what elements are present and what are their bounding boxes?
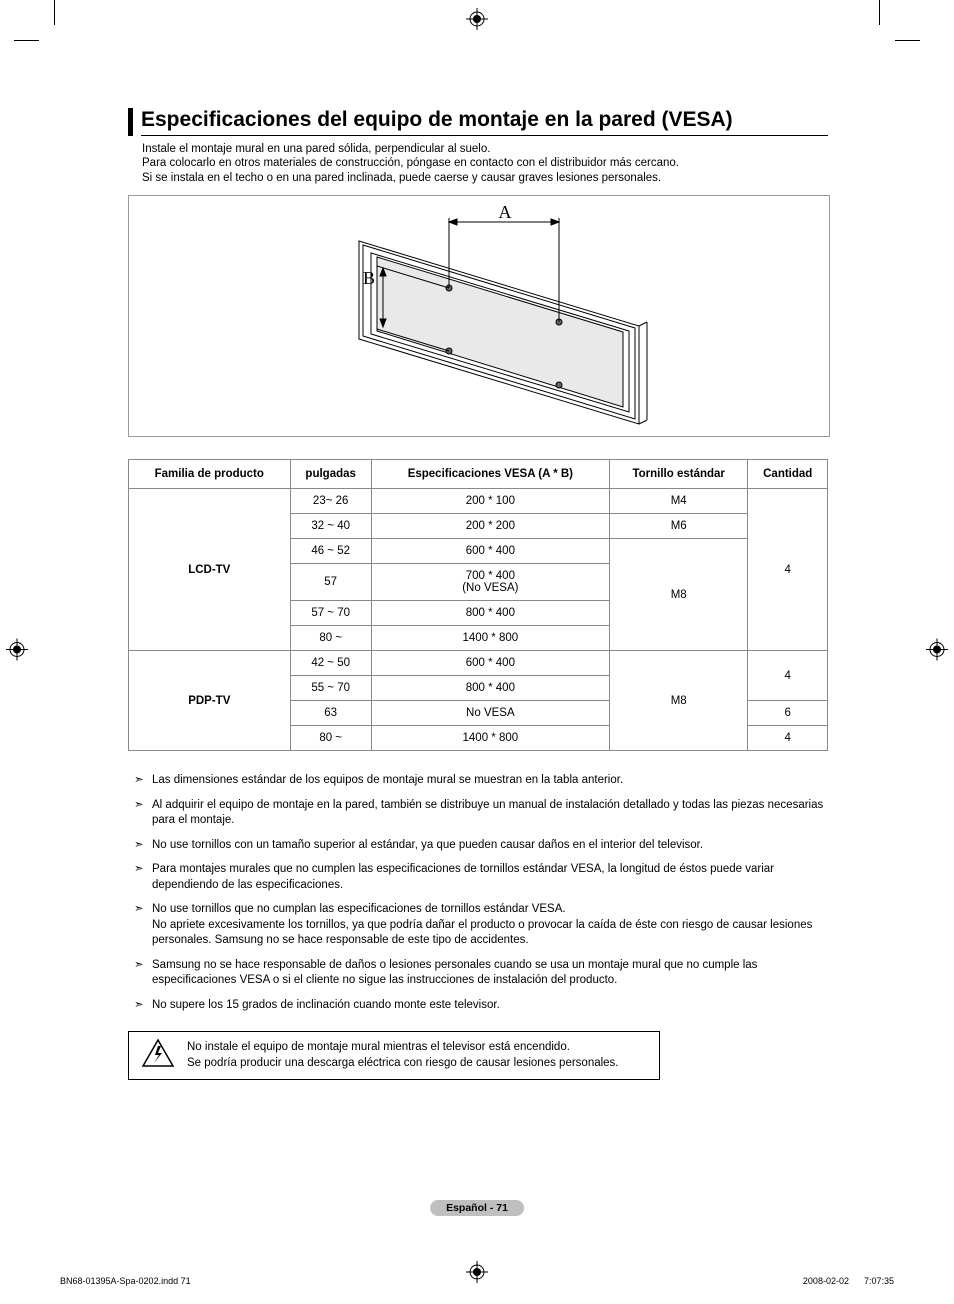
warning-box: No instale el equipo de montaje mural mi… (128, 1031, 660, 1080)
content-area: Especificaciones del equipo de montaje e… (128, 108, 828, 1080)
cell-vesa: 600 * 400 (371, 651, 609, 676)
col-qty: Cantidad (748, 460, 828, 489)
note-item: ➣ No supere los 15 grados de inclinación… (128, 998, 828, 1014)
footer-timestamp: 2008-02-02 7:07:35 (803, 1276, 894, 1286)
cell-vesa: 700 * 400 (No VESA) (371, 564, 609, 601)
cell-inches: 80 ~ (290, 626, 371, 651)
warning-shock-icon (129, 1032, 187, 1079)
warning-line: No instale el equipo de montaje mural mi… (187, 1040, 619, 1056)
cell-inches: 32 ~ 40 (290, 514, 371, 539)
warning-text: No instale el equipo de montaje mural mi… (187, 1032, 629, 1079)
note-item: ➣ Las dimensiones estándar de los equipo… (128, 773, 828, 789)
cell-inches: 46 ~ 52 (290, 539, 371, 564)
diagram-label-a: A (499, 202, 512, 222)
cell-family: LCD-TV (129, 489, 291, 651)
registration-mark-icon (6, 639, 28, 666)
note-item: ➣ Al adquirir el equipo de montaje en la… (128, 798, 828, 829)
cell-inches: 23~ 26 (290, 489, 371, 514)
registration-mark-icon (466, 1261, 488, 1288)
crop-mark (895, 40, 920, 41)
cell-vesa: 200 * 100 (371, 489, 609, 514)
title-block: Especificaciones del equipo de montaje e… (128, 108, 828, 136)
note-text: Para montajes murales que no cumplen las… (152, 862, 828, 893)
note-text: Al adquirir el equipo de montaje en la p… (152, 798, 828, 829)
bullet-arrow-icon: ➣ (128, 958, 152, 989)
cell-inches: 57 (290, 564, 371, 601)
cell-qty: 4 (748, 651, 828, 701)
cell-family: PDP-TV (129, 651, 291, 751)
cell-vesa: No VESA (371, 701, 609, 726)
col-vesa: Especificaciones VESA (A * B) (371, 460, 609, 489)
cell-vesa: 800 * 400 (371, 601, 609, 626)
note-text: Las dimensiones estándar de los equipos … (152, 773, 828, 789)
intro-text: Instale el montaje mural en una pared só… (128, 142, 828, 185)
page: Especificaciones del equipo de montaje e… (0, 0, 954, 1304)
diagram-svg: A B (259, 196, 699, 434)
cell-vesa: 1400 * 800 (371, 626, 609, 651)
diagram-label-b: B (363, 268, 375, 288)
vesa-diagram: A B (128, 195, 830, 437)
bullet-arrow-icon: ➣ (128, 902, 152, 949)
vesa-spec-table: Familia de producto pulgadas Especificac… (128, 459, 828, 751)
page-title: Especificaciones del equipo de montaje e… (141, 108, 828, 136)
bullet-arrow-icon: ➣ (128, 862, 152, 893)
crop-mark (879, 0, 880, 25)
cell-inches: 57 ~ 70 (290, 601, 371, 626)
note-text: No use tornillos que no cumplan las espe… (152, 902, 828, 949)
cell-screw: M8 (609, 651, 748, 751)
table-row: LCD-TV 23~ 26 200 * 100 M4 4 (129, 489, 828, 514)
note-text: No use tornillos con un tamaño superior … (152, 838, 828, 854)
cell-inches: 63 (290, 701, 371, 726)
note-item: ➣ Samsung no se hace responsable de daño… (128, 958, 828, 989)
bullet-arrow-icon: ➣ (128, 998, 152, 1014)
cell-vesa: 1400 * 800 (371, 726, 609, 751)
note-item: ➣ Para montajes murales que no cumplen l… (128, 862, 828, 893)
registration-mark-icon (926, 639, 948, 666)
cell-inches: 55 ~ 70 (290, 676, 371, 701)
table-row: PDP-TV 42 ~ 50 600 * 400 M8 4 (129, 651, 828, 676)
col-inches: pulgadas (290, 460, 371, 489)
col-family: Familia de producto (129, 460, 291, 489)
cell-screw: M6 (609, 514, 748, 539)
cell-screw: M8 (609, 539, 748, 651)
cell-screw: M4 (609, 489, 748, 514)
cell-qty: 4 (748, 489, 828, 651)
cell-vesa: 200 * 200 (371, 514, 609, 539)
cell-inches: 42 ~ 50 (290, 651, 371, 676)
cell-qty: 4 (748, 726, 828, 751)
note-text: Samsung no se hace responsable de daños … (152, 958, 828, 989)
bullet-arrow-icon: ➣ (128, 773, 152, 789)
cell-qty: 6 (748, 701, 828, 726)
cell-vesa: 800 * 400 (371, 676, 609, 701)
crop-mark (14, 40, 39, 41)
intro-line: Para colocarlo en otros materiales de co… (142, 156, 828, 170)
warning-line: Se podría producir una descarga eléctric… (187, 1056, 619, 1072)
note-text: No supere los 15 grados de inclinación c… (152, 998, 828, 1014)
registration-mark-icon (466, 8, 488, 35)
col-screw: Tornillo estándar (609, 460, 748, 489)
note-item: ➣ No use tornillos con un tamaño superio… (128, 838, 828, 854)
bullet-arrow-icon: ➣ (128, 838, 152, 854)
crop-mark (54, 0, 55, 25)
notes-list: ➣ Las dimensiones estándar de los equipo… (128, 773, 828, 1013)
footer-filename: BN68-01395A-Spa-0202.indd 71 (60, 1276, 191, 1286)
bullet-arrow-icon: ➣ (128, 798, 152, 829)
cell-vesa: 600 * 400 (371, 539, 609, 564)
intro-line: Instale el montaje mural en una pared só… (142, 142, 828, 156)
intro-line: Si se instala en el techo o en una pared… (142, 171, 828, 185)
page-number-pill: Español - 71 (430, 1200, 524, 1216)
note-item: ➣ No use tornillos que no cumplan las es… (128, 902, 828, 949)
cell-inches: 80 ~ (290, 726, 371, 751)
